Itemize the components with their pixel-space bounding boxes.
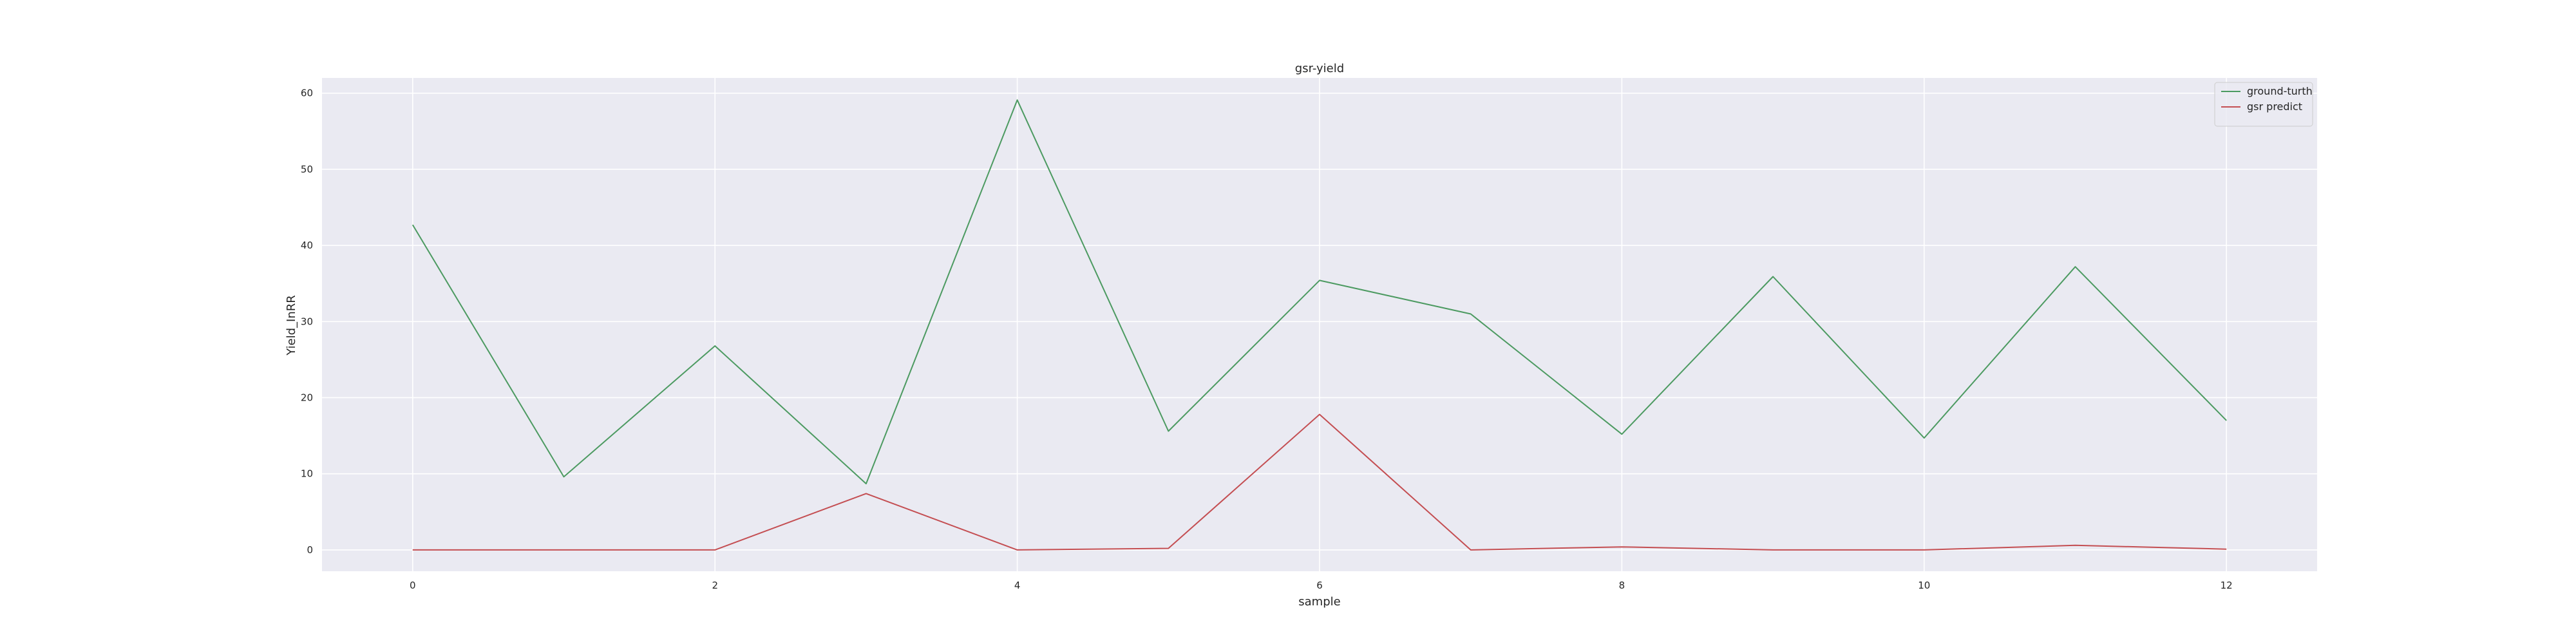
legend: ground-turth gsr predict: [2214, 82, 2313, 127]
x-tick-label: 0: [410, 580, 416, 591]
x-tick-labels: 0 2 4 6 8 10 12: [410, 580, 2233, 591]
series-line-1: [412, 99, 2227, 485]
legend-entry: ground-turth: [2247, 85, 2313, 97]
legend-box: [2214, 82, 2313, 127]
x-axis-label: sample: [1298, 595, 1340, 609]
y-tick-label: 10: [301, 468, 313, 480]
x-tick-label: 12: [2221, 580, 2233, 591]
y-tick-label: 30: [301, 316, 313, 327]
x-tick-label: 8: [1619, 580, 1625, 591]
x-tick-label: 10: [1918, 580, 1930, 591]
x-tick-label: 6: [1316, 580, 1323, 591]
series-lines: [412, 99, 2227, 551]
y-tick-label: 40: [301, 240, 313, 251]
y-tick-label: 0: [307, 544, 313, 556]
legend-entry: gsr predict: [2247, 100, 2302, 113]
chart-title: gsr-yield: [1295, 62, 1344, 75]
y-tick-label: 60: [301, 88, 313, 99]
y-tick-label: 50: [301, 164, 313, 175]
series-line-2: [412, 413, 2227, 551]
x-tick-label: 2: [712, 580, 718, 591]
y-tick-labels: 0 10 20 30 40 50 60: [301, 88, 313, 556]
y-axis-label: Yield_InRR: [285, 295, 298, 356]
x-tick-label: 4: [1014, 580, 1021, 591]
y-tick-label: 20: [301, 392, 313, 403]
